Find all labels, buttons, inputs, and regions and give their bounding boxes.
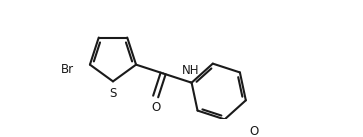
Text: S: S: [109, 87, 116, 100]
Text: Br: Br: [61, 63, 74, 76]
Text: O: O: [151, 101, 160, 114]
Text: NH: NH: [182, 64, 199, 77]
Text: O: O: [250, 125, 259, 137]
